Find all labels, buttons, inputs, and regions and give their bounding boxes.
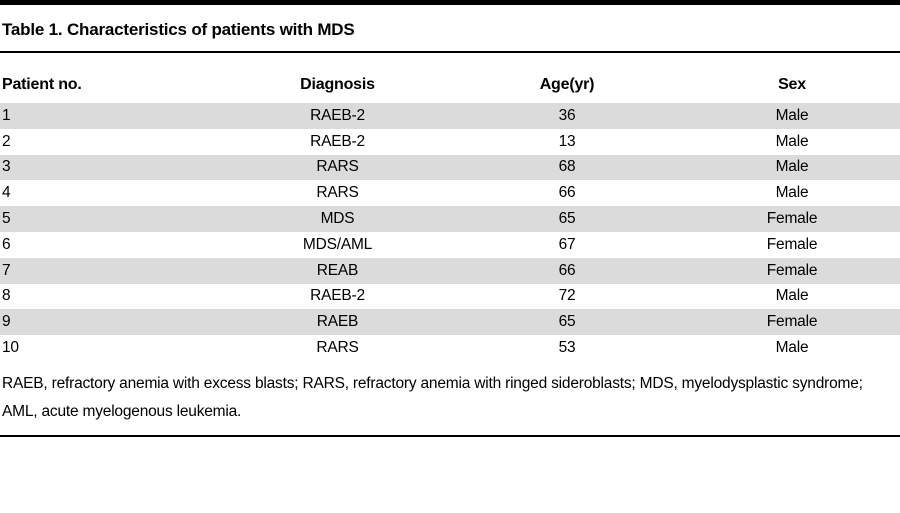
cell-age: 66 xyxy=(558,261,576,279)
cell-sex: Female xyxy=(766,210,818,228)
column-header-diagnosis: Diagnosis xyxy=(300,76,375,93)
bottom-rule xyxy=(0,434,900,437)
cell-patient-no: 4 xyxy=(2,184,11,202)
cell-sex: Male xyxy=(775,106,809,124)
cell-age: 13 xyxy=(558,132,576,150)
cell-patient-no: 10 xyxy=(2,339,19,357)
cell-age: 68 xyxy=(558,158,576,176)
patients-table: Patient no. Diagnosis Age(yr) Sex 1 RAEB… xyxy=(0,53,900,361)
cell-patient-no: 9 xyxy=(2,313,11,331)
cell-sex: Female xyxy=(766,313,818,331)
cell-patient-no: 3 xyxy=(2,158,11,176)
cell-age: 72 xyxy=(558,287,576,305)
cell-patient-no: 7 xyxy=(2,261,11,279)
cell-sex: Male xyxy=(775,184,809,202)
cell-age: 36 xyxy=(558,106,576,124)
cell-diagnosis: MDS/AML xyxy=(302,235,373,253)
cell-diagnosis: RARS xyxy=(316,158,359,176)
cell-diagnosis: RAEB xyxy=(316,313,359,331)
table-row: 9 RAEB 65 Female xyxy=(0,309,900,336)
cell-sex: Male xyxy=(775,339,809,357)
column-header-sex: Sex xyxy=(778,76,806,93)
cell-sex: Female xyxy=(766,235,818,253)
column-header-age: Age(yr) xyxy=(539,76,595,93)
table-row: 7 REAB 66 Female xyxy=(0,257,900,284)
column-header-patient-no: Patient no. xyxy=(2,76,82,93)
cell-sex: Female xyxy=(766,261,818,279)
cell-diagnosis: REAB xyxy=(316,261,359,279)
cell-patient-no: 8 xyxy=(2,287,11,305)
table-title: Table 1. Characteristics of patients wit… xyxy=(2,20,355,39)
cell-patient-no: 5 xyxy=(2,210,11,228)
table-row: 10 RARS 53 Male xyxy=(0,335,900,361)
cell-diagnosis: MDS xyxy=(320,210,355,228)
cell-patient-no: 2 xyxy=(2,132,11,150)
table-row: 2 RAEB-2 13 Male xyxy=(0,129,900,155)
cell-sex: Male xyxy=(775,287,809,305)
cell-diagnosis: RARS xyxy=(316,339,359,357)
cell-sex: Male xyxy=(775,158,809,176)
table-row: 4 RARS 66 Male xyxy=(0,180,900,206)
cell-age: 66 xyxy=(558,184,576,202)
header-row: Patient no. Diagnosis Age(yr) Sex xyxy=(0,53,900,103)
table-row: 3 RARS 68 Male xyxy=(0,154,900,181)
table-row: 8 RAEB-2 72 Male xyxy=(0,284,900,310)
cell-diagnosis: RARS xyxy=(316,184,359,202)
top-rule xyxy=(0,0,900,5)
cell-diagnosis: RAEB-2 xyxy=(310,106,365,124)
cell-sex: Male xyxy=(775,132,809,150)
cell-age: 65 xyxy=(558,210,576,228)
cell-age: 65 xyxy=(558,313,576,331)
cell-diagnosis: RAEB-2 xyxy=(310,287,365,305)
table-row: 6 MDS/AML 67 Female xyxy=(0,232,900,258)
cell-patient-no: 6 xyxy=(2,235,11,253)
title-rule xyxy=(0,51,900,53)
table-body: 1 RAEB-2 36 Male 2 RAEB-2 13 Male 3 RARS… xyxy=(0,103,900,361)
cell-diagnosis: RAEB-2 xyxy=(310,132,365,150)
cell-age: 53 xyxy=(558,339,576,357)
table-row: 1 RAEB-2 36 Male xyxy=(0,103,900,129)
cell-patient-no: 1 xyxy=(2,106,11,124)
table-footnote: RAEB, refractory anemia with excess blas… xyxy=(2,374,863,420)
table-header: Patient no. Diagnosis Age(yr) Sex xyxy=(0,53,900,103)
table-row: 5 MDS 65 Female xyxy=(0,206,900,232)
cell-age: 67 xyxy=(558,235,576,253)
